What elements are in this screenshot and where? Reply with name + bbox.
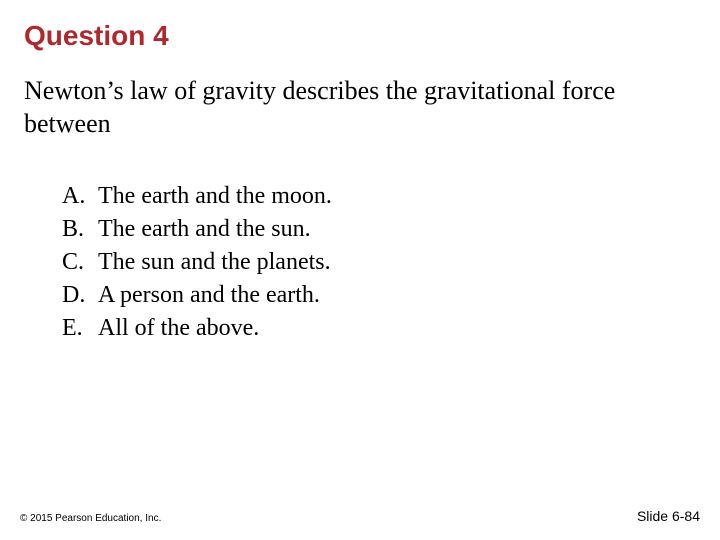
option-row: C. The sun and the planets. <box>62 247 696 278</box>
option-text: A person and the earth. <box>98 280 320 311</box>
options-list: A. The earth and the moon. B. The earth … <box>62 181 696 345</box>
question-title: Question 4 <box>24 20 696 52</box>
option-row: E. All of the above. <box>62 313 696 344</box>
option-text: All of the above. <box>98 313 259 344</box>
option-row: D. A person and the earth. <box>62 280 696 311</box>
option-letter: A. <box>62 181 98 212</box>
option-text: The sun and the planets. <box>98 247 331 278</box>
slide-number: Slide 6-84 <box>637 508 700 524</box>
option-letter: E. <box>62 313 98 344</box>
copyright-text: © 2015 Pearson Education, Inc. <box>20 513 161 524</box>
option-letter: D. <box>62 280 98 311</box>
question-prompt: Newton’s law of gravity describes the gr… <box>24 74 696 141</box>
slide: Question 4 Newton’s law of gravity descr… <box>0 0 720 540</box>
option-text: The earth and the moon. <box>98 181 332 212</box>
option-row: A. The earth and the moon. <box>62 181 696 212</box>
option-row: B. The earth and the sun. <box>62 214 696 245</box>
option-letter: B. <box>62 214 98 245</box>
option-letter: C. <box>62 247 98 278</box>
option-text: The earth and the sun. <box>98 214 311 245</box>
